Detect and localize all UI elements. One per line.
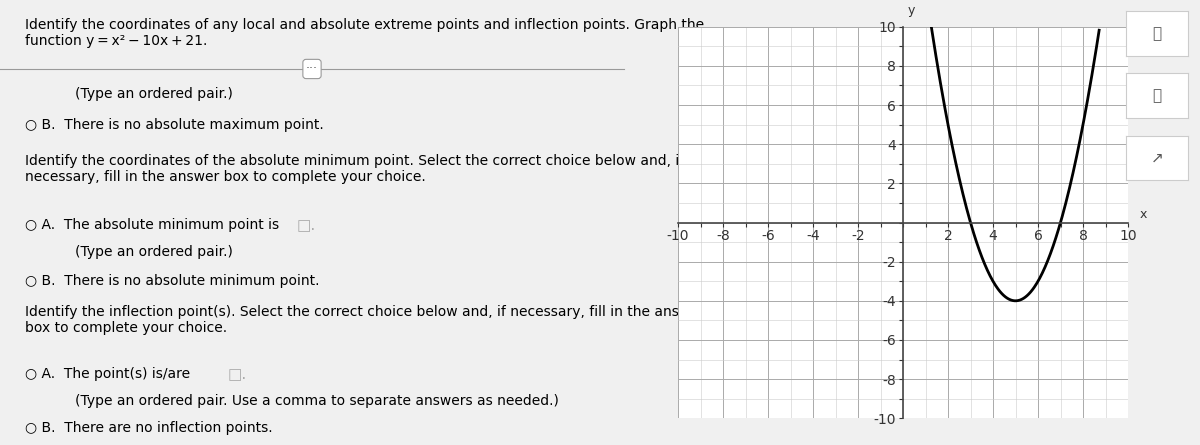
Text: Identify the coordinates of the absolute minimum point. Select the correct choic: Identify the coordinates of the absolute…	[25, 154, 684, 184]
Text: 🔍: 🔍	[1152, 26, 1162, 41]
Text: ○ A.  The point(s) is/are: ○ A. The point(s) is/are	[25, 367, 190, 381]
Text: ···: ···	[306, 62, 318, 76]
Text: ○ B.  There are no inflection points.: ○ B. There are no inflection points.	[25, 421, 272, 434]
Text: ○ A.  The absolute minimum point is: ○ A. The absolute minimum point is	[25, 218, 280, 232]
Text: (Type an ordered pair.): (Type an ordered pair.)	[74, 245, 233, 259]
Text: Identify the inflection point(s). Select the correct choice below and, if necess: Identify the inflection point(s). Select…	[25, 305, 704, 335]
Text: ○ B.  There is no absolute maximum point.: ○ B. There is no absolute maximum point.	[25, 118, 324, 132]
Text: ○ B.  There is no absolute minimum point.: ○ B. There is no absolute minimum point.	[25, 274, 319, 287]
Text: □.: □.	[228, 367, 247, 382]
Text: (Type an ordered pair. Use a comma to separate answers as needed.): (Type an ordered pair. Use a comma to se…	[74, 394, 559, 408]
Text: ↗: ↗	[1151, 150, 1163, 166]
Text: x: x	[1140, 208, 1147, 221]
Text: 🔍: 🔍	[1152, 88, 1162, 103]
Text: □.: □.	[296, 218, 316, 233]
Text: (Type an ordered pair.): (Type an ordered pair.)	[74, 87, 233, 101]
Text: y: y	[907, 4, 914, 17]
Text: Identify the coordinates of any local and absolute extreme points and inflection: Identify the coordinates of any local an…	[25, 18, 704, 48]
